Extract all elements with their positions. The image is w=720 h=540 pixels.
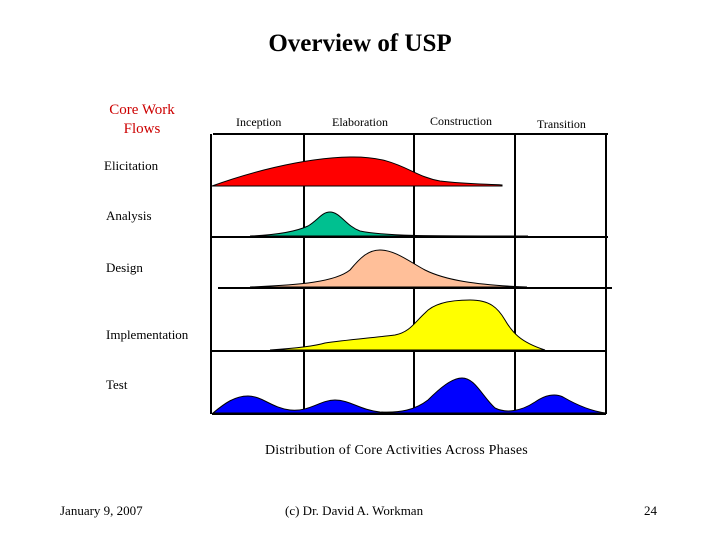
core-work-flows-heading: Core Work Flows <box>92 101 192 139</box>
workflow-label-elicitation: Elicitation <box>104 158 159 173</box>
phase-label-elaboration: Elaboration <box>332 115 388 129</box>
footer-author: (c) Dr. David A. Workman <box>285 503 424 518</box>
phase-label-inception: Inception <box>236 115 282 129</box>
footer-date: January 9, 2007 <box>60 503 143 518</box>
workflow-label-design: Design <box>106 260 143 275</box>
flows-heading-line1: Core Work <box>109 102 175 118</box>
implementation-curve <box>269 299 546 351</box>
workflow-label-analysis: Analysis <box>106 208 152 223</box>
footer-page-number: 24 <box>644 503 657 518</box>
design-curve <box>249 249 528 288</box>
analysis-curve <box>249 211 529 237</box>
slide-title: Overview of USP <box>268 30 452 57</box>
elicitation-curve <box>211 156 503 187</box>
workflow-label-implementation: Implementation <box>106 327 189 342</box>
flows-heading-line2: Flows <box>123 121 161 137</box>
diagram-caption: Distribution of Core Activities Across P… <box>265 443 528 458</box>
test-curve <box>211 377 607 414</box>
phase-label-construction: Construction <box>430 114 492 128</box>
phase-label-transition: Transition <box>537 117 586 131</box>
workflow-label-test: Test <box>106 377 128 392</box>
